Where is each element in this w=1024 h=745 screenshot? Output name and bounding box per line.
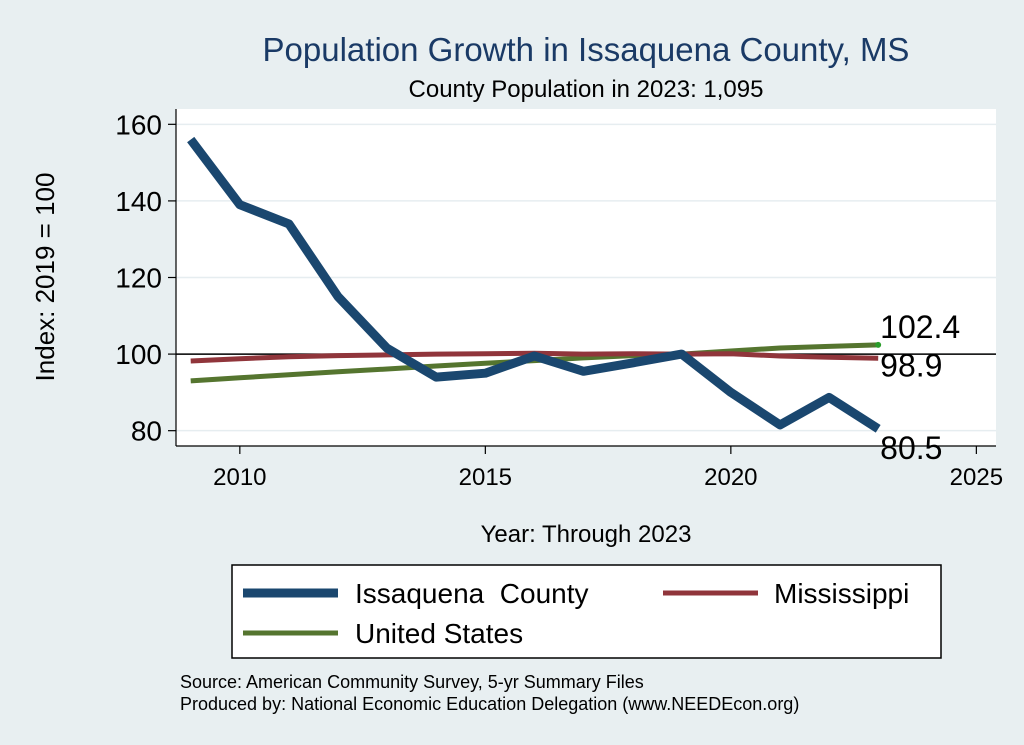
x-tick-label: 2025 — [950, 464, 1003, 491]
x-axis-label: Year: Through 2023 — [481, 521, 692, 548]
producer-note: Produced by: National Economic Education… — [180, 694, 799, 714]
chart-title: Population Growth in Issaquena County, M… — [263, 31, 910, 68]
x-tick-label: 2020 — [704, 464, 757, 491]
source-note: Source: American Community Survey, 5-yr … — [180, 672, 644, 692]
y-tick-label: 160 — [115, 109, 162, 140]
y-axis-label: Index: 2019 = 100 — [30, 173, 60, 382]
y-tick-label: 80 — [131, 416, 162, 447]
y-tick-label: 120 — [115, 263, 162, 294]
end-label-mississippi: 98.9 — [880, 347, 942, 383]
united-states-end-marker — [875, 341, 882, 348]
legend-label-mississippi: Mississippi — [774, 578, 909, 609]
x-tick-label: 2010 — [213, 464, 266, 491]
end-label-united-states: 102.4 — [880, 309, 960, 345]
chart-subtitle: County Population in 2023: 1,095 — [409, 76, 764, 103]
series-line-issaquena-county — [187, 136, 881, 433]
legend-label-issaquena: Issaquena County — [355, 578, 589, 609]
legend-box — [231, 564, 942, 659]
legend: Issaquena County Mississippi United Stat… — [231, 564, 942, 659]
legend-label-united-states: United States — [355, 618, 523, 649]
end-label-issaquena-county: 80.5 — [880, 430, 942, 466]
end-labels: 102.498.9 80.5 — [880, 309, 960, 466]
y-tick-label: 140 — [115, 186, 162, 217]
tick-labels: 80 100 120 140 160 2010 2015 2020 2025 — [115, 109, 1003, 491]
x-tick-label: 2015 — [459, 464, 512, 491]
axes — [168, 109, 996, 454]
y-tick-label: 100 — [115, 339, 162, 370]
series-lines — [187, 136, 882, 433]
